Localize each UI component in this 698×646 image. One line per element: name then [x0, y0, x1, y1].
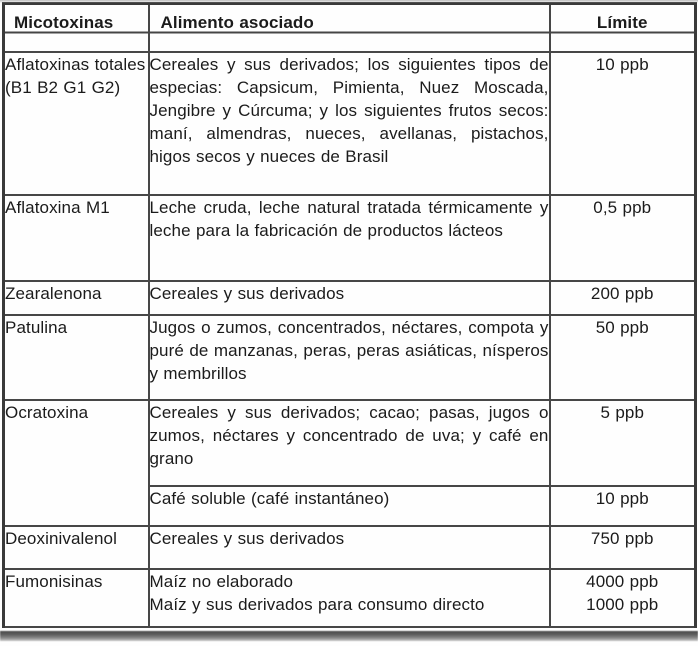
associated-food: Maíz no elaborado Maíz y sus derivados p… [147, 568, 551, 628]
limit-value: 750 ppb [548, 525, 697, 570]
associated-food: Café soluble (café instantáneo) [147, 485, 551, 527]
mycotoxin-name: Aflatoxinas totales (B1 B2 G1 G2) [2, 51, 150, 196]
food-line: Maíz y sus derivados para consumo direct… [149, 595, 485, 614]
table-row-aflatoxina-m1: Aflatoxina M1 Leche cruda, leche natural… [2, 194, 697, 282]
header-row: Micotoxinas Alimento asociado Límite [2, 2, 697, 53]
table-row-aflatoxinas-totales: Aflatoxinas totales (B1 B2 G1 G2) Cereal… [2, 51, 697, 196]
mycotoxin-name: Zearalenona [2, 280, 150, 316]
limit-value: 10 ppb [548, 485, 697, 527]
associated-food: Cereales y sus derivados; cacao; pasas, … [147, 399, 551, 487]
mycotoxin-name: Aflatoxina M1 [2, 194, 150, 282]
food-line: Maíz no elaborado [149, 572, 294, 591]
scan-bottom-edge [0, 631, 698, 641]
mycotoxin-limits-table: Micotoxinas Alimento asociado Límite Afl… [2, 2, 697, 628]
limit-value: 0,5 ppb [548, 194, 697, 282]
col-header-food: Alimento asociado [147, 2, 551, 53]
table-row-fumonisinas: Fumonisinas Maíz no elaborado Maíz y sus… [2, 568, 697, 628]
limit-line: 4000 ppb [586, 572, 659, 591]
associated-food: Cereales y sus derivados [147, 525, 551, 570]
col-header-limit: Límite [548, 2, 697, 53]
table-row-zearalenona: Zearalenona Cereales y sus derivados 200… [2, 280, 697, 316]
limit-value: 10 ppb [548, 51, 697, 196]
associated-food: Jugos o zumos, concentrados, néctares, c… [147, 314, 551, 401]
limit-value: 50 ppb [548, 314, 697, 401]
mycotoxin-name: Fumonisinas [2, 568, 150, 628]
limit-value: 200 ppb [548, 280, 697, 316]
table-row-deoxinivalenol: Deoxinivalenol Cereales y sus derivados … [2, 525, 697, 570]
mycotoxin-name: Patulina [2, 314, 150, 401]
scan-top-edge [0, 0, 698, 3]
limit-value: 4000 ppb 1000 ppb [548, 568, 697, 628]
mycotoxin-name: Deoxinivalenol [2, 525, 150, 570]
associated-food: Cereales y sus derivados; los siguientes… [147, 51, 551, 196]
col-header-mycotoxin: Micotoxinas [2, 2, 150, 53]
table-row-ocratoxina: Ocratoxina Cereales y sus derivados; cac… [2, 399, 697, 527]
associated-food: Cereales y sus derivados [147, 280, 551, 316]
mycotoxin-name: Ocratoxina [2, 399, 150, 527]
limit-line: 1000 ppb [586, 595, 659, 614]
associated-food: Leche cruda, leche natural tratada térmi… [147, 194, 551, 282]
limit-value: 5 ppb [548, 399, 697, 487]
table-row-ocratoxina-cafe-soluble: Café soluble (café instantáneo) 10 ppb [4, 485, 697, 527]
table-row-patulina: Patulina Jugos o zumos, concentrados, né… [2, 314, 697, 401]
